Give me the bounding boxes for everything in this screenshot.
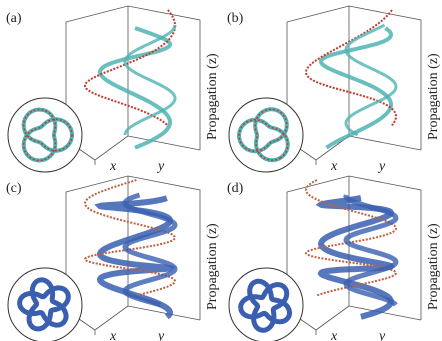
axis-box [287,6,421,165]
z-axis-label: Propagation (z) [205,223,220,310]
axis-box [66,6,200,165]
panel-label: (c) [6,181,22,196]
panel-label: (d) [227,181,244,196]
y-axis-label: y [156,329,165,341]
panel-label: (b) [227,11,244,26]
panel: (d) x y Propagation (z) [227,176,441,341]
x-axis-label: x [330,329,338,341]
beam-curve [100,28,170,148]
z-axis-label: Propagation (z) [426,53,441,140]
x-axis-label: x [330,159,338,174]
z-axis-label: Propagation (z) [205,53,220,140]
z-axis-label: Propagation (z) [426,223,441,310]
panel: (c) x y Propagation (z) [6,176,220,341]
x-axis-label: x [109,159,117,174]
figure: (a) x y Propagation (z) (b) x y Propagation (z)… [0,0,442,341]
beam-curve [321,28,391,148]
panel: (b) x y Propagation (z) [227,6,441,174]
y-axis-label: y [377,159,386,174]
x-axis-label: x [109,329,117,341]
y-axis-label: y [156,159,165,174]
y-axis-label: y [377,329,386,341]
panel-label: (a) [6,11,22,26]
panel: (a) x y Propagation (z) [6,6,220,174]
